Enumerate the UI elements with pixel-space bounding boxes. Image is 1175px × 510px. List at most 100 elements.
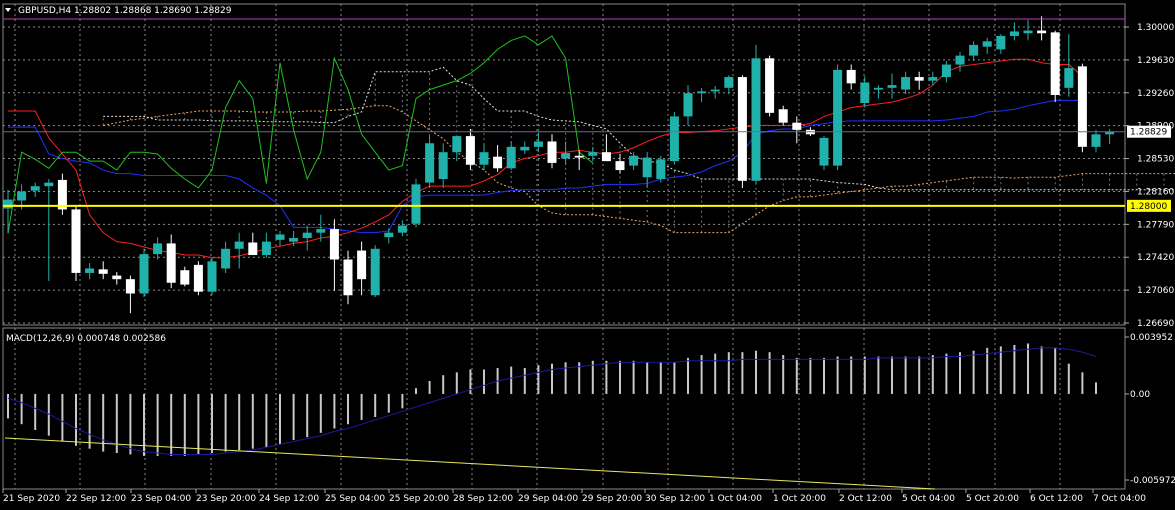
macd-tick-label: 0.00	[1130, 390, 1150, 400]
dropdown-arrow-icon[interactable]	[5, 8, 11, 12]
time-tick-label: 5 Oct 04:00	[902, 494, 955, 504]
candle-bear	[792, 122, 802, 130]
candle-bear	[1050, 32, 1060, 95]
candle-bull	[520, 146, 530, 151]
time-tick-label: 6 Oct 12:00	[1030, 494, 1083, 504]
candle-bull	[669, 116, 679, 162]
price-tick-label: 1.30000	[1137, 23, 1174, 33]
time-tick-label: 5 Oct 20:00	[966, 494, 1019, 504]
candle-bull	[683, 93, 693, 117]
price-tick-label: 1.27790	[1137, 220, 1174, 230]
price-overlays	[3, 18, 1125, 207]
candle-bull	[438, 152, 448, 180]
candle-bull	[425, 143, 435, 183]
tenkan-sen-line	[8, 58, 1083, 259]
time-tick-label: 2 Oct 12:00	[839, 494, 892, 504]
time-tick-label: 7 Oct 04:00	[1093, 494, 1146, 504]
candle-bear	[71, 209, 81, 273]
senkou-span-b	[103, 66, 1175, 191]
candle-bull	[588, 152, 598, 156]
candle-bear	[180, 270, 190, 285]
candle-bull	[982, 41, 992, 47]
candle-bull	[234, 241, 244, 249]
current-price-label: 1.28829	[1130, 128, 1167, 138]
candle-bear	[357, 250, 367, 280]
candle-bull	[452, 136, 462, 153]
macd-tick-label: -0.005972	[1130, 476, 1175, 486]
candle-bull	[479, 152, 489, 165]
current-price-box	[1127, 125, 1171, 138]
candle-bull	[561, 153, 571, 159]
price-tick-label: 1.28160	[1137, 187, 1174, 197]
candle-bull	[153, 243, 163, 255]
candle-bear	[329, 229, 339, 260]
candle-bear	[1037, 30, 1047, 34]
time-tick-label: 1 Oct 04:00	[709, 494, 762, 504]
candle-bear	[547, 141, 557, 163]
level-price-label: 1.28000	[1130, 202, 1167, 212]
candle-bear	[737, 77, 747, 181]
price-tick-label: 1.28530	[1137, 155, 1174, 165]
candle-bear	[765, 58, 775, 113]
candle-bear	[574, 155, 584, 158]
candle-bear	[112, 275, 122, 280]
candle-bull	[397, 225, 407, 233]
time-tick-label: 23 Sep 04:00	[131, 494, 191, 504]
candle-bull	[207, 261, 217, 292]
candle-bear	[343, 259, 353, 296]
price-tick-label: 1.26690	[1137, 319, 1174, 329]
candle-bear	[846, 69, 856, 84]
candle-bull	[302, 232, 312, 239]
candle-bear	[601, 152, 611, 162]
time-tick-label: 24 Sep 12:00	[259, 494, 319, 504]
time-tick-label: 25 Sep 04:00	[325, 494, 385, 504]
candle-bull	[370, 248, 380, 296]
candle-bull	[724, 77, 734, 88]
candle-bear	[914, 77, 924, 81]
candle-bear	[98, 269, 108, 274]
candle-bear	[1077, 66, 1087, 147]
macd-trend-line	[4, 437, 936, 490]
candle-bull	[533, 141, 543, 147]
candle-bull	[710, 89, 720, 92]
candle-bull	[996, 35, 1006, 50]
time-tick-label: 29 Sep 04:00	[518, 494, 578, 504]
senkou-span-a	[103, 105, 1175, 234]
candle-bull	[1009, 31, 1019, 36]
candle-bear	[57, 179, 67, 210]
candles-group	[3, 16, 1115, 314]
macd-header: MACD(12,26,9) 0.000748 0.002586	[6, 334, 166, 344]
price-tick-label: 1.27420	[1137, 253, 1174, 263]
time-tick-label: 22 Sep 12:00	[66, 494, 126, 504]
candle-bull	[955, 55, 965, 65]
candle-bull	[629, 155, 639, 166]
candle-bull	[833, 69, 843, 166]
time-tick-label: 23 Sep 20:00	[196, 494, 256, 504]
symbol-header: GBPUSD,H4 1.28802 1.28868 1.28690 1.2882…	[18, 6, 232, 16]
candle-bull	[289, 238, 299, 242]
time-tick-label: 1 Oct 20:00	[773, 494, 826, 504]
candle-bull	[221, 248, 231, 269]
candle-bull	[928, 77, 938, 81]
time-tick-label: 30 Sep 12:00	[645, 494, 705, 504]
price-tick-label: 1.27060	[1137, 286, 1174, 296]
candle-bull	[261, 241, 271, 256]
candle-bear	[125, 279, 135, 294]
candle-bull	[30, 186, 40, 191]
candle-bull	[506, 146, 516, 169]
axis-labels: 1.300001.296301.292601.289001.285301.281…	[2, 23, 1175, 504]
candle-bull	[85, 268, 95, 273]
candle-bull	[941, 64, 951, 78]
candle-bull	[316, 229, 326, 233]
candle-bull	[873, 87, 883, 90]
candle-bull	[819, 137, 829, 166]
candle-bear	[465, 136, 475, 165]
candle-bull	[697, 91, 707, 94]
candle-bull	[1091, 134, 1101, 147]
candle-bull	[1064, 68, 1074, 88]
chikou-span-line	[7, 35, 594, 234]
candle-bull	[1105, 131, 1115, 135]
candle-bull	[44, 182, 54, 187]
candle-bear	[193, 264, 203, 292]
